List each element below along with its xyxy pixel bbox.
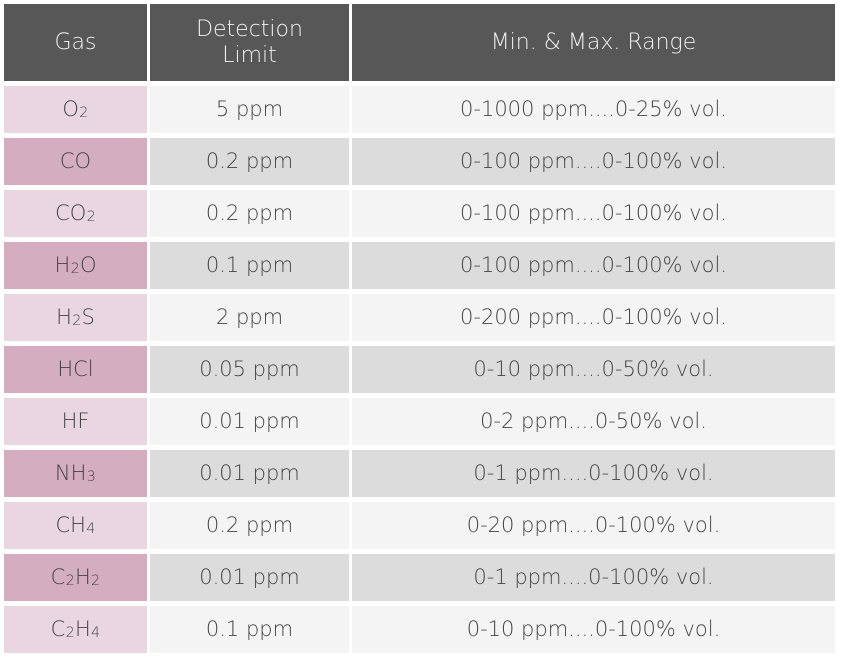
gas-formula-subscript: 2 <box>86 209 96 226</box>
range-cell: 0-10 ppm....0-100% vol. <box>352 606 835 653</box>
gas-formula-text: C <box>50 617 66 642</box>
gas-cell: HF <box>4 398 147 445</box>
gas-formula-text: NH <box>54 461 87 486</box>
gas-formula-text: H <box>74 617 91 642</box>
range-cell: 0-1 ppm....0-100% vol. <box>352 554 835 601</box>
gas-formula-text: C <box>50 565 66 590</box>
gas-formula-text: CH <box>55 513 86 538</box>
gas-formula-text: H <box>56 305 72 330</box>
gas-formula-text: CO <box>55 201 87 226</box>
gas-formula-text: O <box>79 253 97 278</box>
gas-formula-text: O <box>62 97 79 122</box>
detection-limit-cell: 0.2 ppm <box>150 190 349 237</box>
range-cell: 0-100 ppm....0-100% vol. <box>352 242 835 289</box>
detection-limit-cell: 0.01 ppm <box>150 554 349 601</box>
gas-formula-subscript: 2 <box>79 105 89 122</box>
gas-cell: CO 2 <box>4 190 147 237</box>
header-gas-label: Gas <box>54 29 97 55</box>
header-detection-limit-label: Detection Limit <box>196 17 303 68</box>
gas-formula-text: HCl <box>57 357 94 382</box>
gas-formula-text: S <box>81 305 95 330</box>
gas-formula-text: H <box>74 565 91 590</box>
gas-formula-text: HF <box>61 409 90 434</box>
range-cell: 0-2 ppm....0-50% vol. <box>352 398 835 445</box>
gas-formula-subscript: 4 <box>91 625 101 642</box>
detection-limit-cell: 0.01 ppm <box>150 450 349 497</box>
header-range-label: Min. & Max. Range <box>490 29 697 55</box>
range-cell: 0-100 ppm....0-100% vol. <box>352 190 835 237</box>
header-gas: Gas <box>4 4 147 81</box>
gas-formula-subscript: 2 <box>70 261 80 278</box>
gas-formula-subscript: 4 <box>86 521 96 538</box>
detection-limit-cell: 2 ppm <box>150 294 349 341</box>
detection-limit-cell: 0.1 ppm <box>150 606 349 653</box>
gas-formula-text: H <box>54 253 71 278</box>
gas-formula-subscript: 3 <box>86 469 96 486</box>
detection-limit-cell: 5 ppm <box>150 86 349 133</box>
gas-formula-subscript: 2 <box>91 573 101 590</box>
header-detection-limit: Detection Limit <box>150 4 349 81</box>
range-cell: 0-1000 ppm....0-25% vol. <box>352 86 835 133</box>
gas-formula-subscript: 2 <box>65 625 75 642</box>
header-range: Min. & Max. Range <box>352 4 835 81</box>
detection-limit-cell: 0.05 ppm <box>150 346 349 393</box>
detection-limit-cell: 0.01 ppm <box>150 398 349 445</box>
range-cell: 0-200 ppm....0-100% vol. <box>352 294 835 341</box>
range-cell: 0-10 ppm....0-50% vol. <box>352 346 835 393</box>
gas-cell: HCl <box>4 346 147 393</box>
gas-formula-subscript: 2 <box>65 573 75 590</box>
detection-limit-cell: 0.1 ppm <box>150 242 349 289</box>
gas-formula-text: CO <box>59 149 92 174</box>
gas-formula-subscript: 2 <box>72 313 82 330</box>
gas-cell: CH 4 <box>4 502 147 549</box>
gas-cell: CO <box>4 138 147 185</box>
detection-limit-cell: 0.2 ppm <box>150 138 349 185</box>
detection-limit-cell: 0.2 ppm <box>150 502 349 549</box>
range-cell: 0-20 ppm....0-100% vol. <box>352 502 835 549</box>
range-cell: 0-100 ppm....0-100% vol. <box>352 138 835 185</box>
range-cell: 0-1 ppm....0-100% vol. <box>352 450 835 497</box>
gas-cell: NH 3 <box>4 450 147 497</box>
